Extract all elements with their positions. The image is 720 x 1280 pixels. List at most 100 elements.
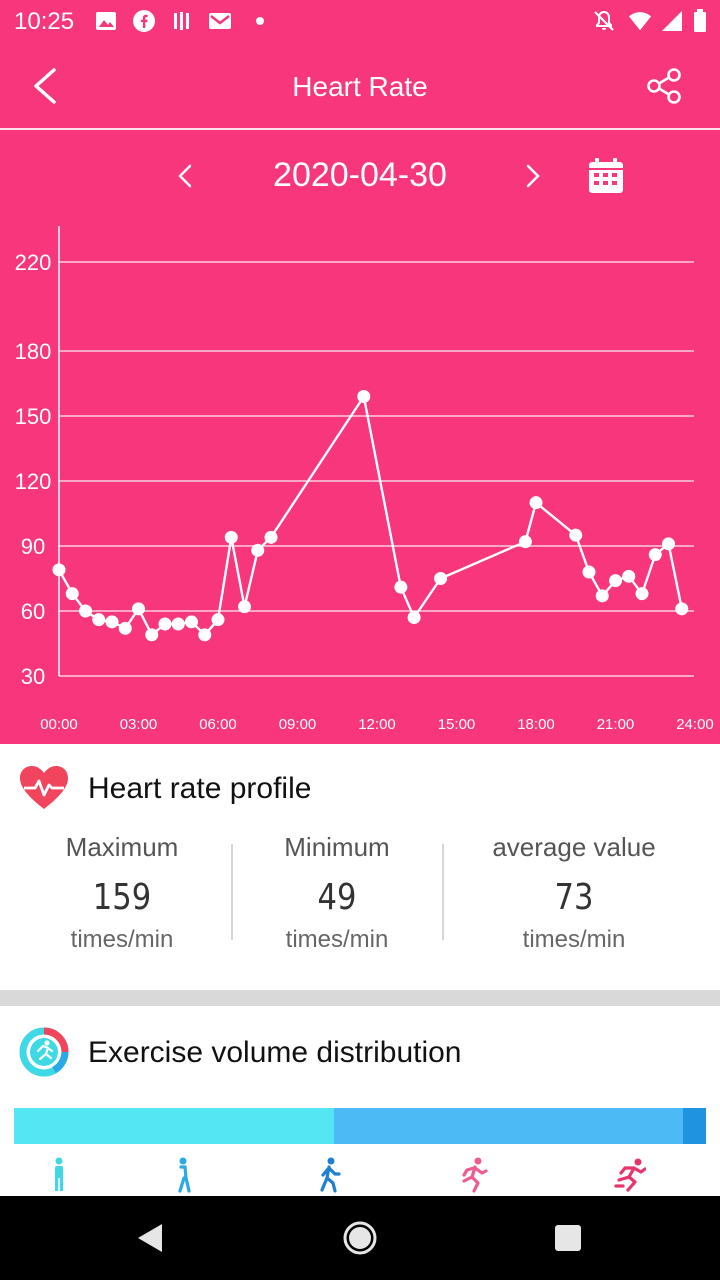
share-icon[interactable] — [642, 66, 686, 110]
profile-header: Heart rate profile — [0, 744, 720, 834]
chevron-right-icon[interactable] — [516, 154, 552, 198]
y-tick-label: 150 — [15, 404, 52, 429]
standing-person-icon — [44, 1156, 74, 1194]
data-point — [662, 537, 675, 551]
distribution-segment-light — [334, 1108, 684, 1144]
data-point — [675, 602, 689, 616]
data-point — [185, 615, 198, 629]
data-point — [251, 543, 265, 557]
stat-unit: times/min — [285, 926, 389, 953]
x-tick-label: 00:00 — [40, 716, 78, 733]
stat-label: Minimum — [284, 832, 390, 862]
x-tick-label: 03:00 — [120, 716, 158, 733]
stat-value: 73 — [554, 877, 594, 918]
system-nav-bar — [0, 1196, 720, 1280]
data-point — [394, 580, 408, 594]
x-tick-label: 06:00 — [199, 716, 237, 733]
data-point — [595, 589, 609, 603]
gmail-icon — [208, 9, 232, 33]
data-point — [407, 611, 421, 624]
header-divider — [0, 128, 720, 130]
nav-back-icon[interactable] — [130, 1216, 174, 1260]
image-icon — [94, 9, 118, 33]
app-icon — [170, 9, 194, 33]
distribution-segment-moderate — [683, 1108, 706, 1144]
data-point — [171, 617, 185, 631]
y-tick-label: 220 — [15, 250, 52, 275]
data-point — [65, 587, 79, 601]
distribution-segment-resting — [14, 1108, 335, 1144]
dot-icon — [248, 9, 272, 33]
profile-title: Heart rate profile — [88, 772, 312, 805]
heart-pulse-icon — [18, 764, 70, 812]
chart-area: 2020-04-30 30 60 90 120 150 180 220 00:00 03:00 0… — [0, 130, 720, 744]
facebook-icon — [132, 9, 156, 33]
back-arrow-icon[interactable] — [24, 64, 68, 108]
data-point — [224, 530, 238, 544]
stat-minimum: Minimum 49 times/min — [247, 832, 427, 954]
section-separator — [0, 990, 720, 1006]
data-point — [211, 613, 225, 627]
x-tick-label: 12:00 — [358, 716, 396, 733]
data-point — [145, 628, 159, 642]
data-point — [569, 528, 583, 542]
brisk-walk-icon — [314, 1156, 344, 1194]
data-point — [92, 613, 106, 627]
data-point — [582, 565, 596, 579]
data-point — [434, 572, 448, 585]
heart-rate-profile: Heart rate profile Maximum 159 times/min… — [0, 744, 720, 990]
distribution-bar — [14, 1108, 706, 1144]
exercise-title: Exercise volume distribution — [88, 1036, 462, 1069]
stat-value: 49 — [317, 877, 357, 918]
stat-label: average value — [492, 832, 656, 862]
data-point — [79, 604, 92, 618]
wifi-icon — [628, 9, 652, 33]
stat-maximum: Maximum 159 times/min — [32, 832, 212, 954]
data-point — [238, 600, 251, 614]
x-tick-label: 24:00 — [676, 716, 714, 733]
stat-unit: times/min — [70, 926, 174, 953]
stat-label: Maximum — [65, 832, 179, 862]
running-person-icon — [458, 1156, 488, 1194]
stat-average: average value 73 times/min — [464, 832, 684, 954]
x-tick-label: 09:00 — [279, 716, 317, 733]
signal-icon — [660, 9, 684, 33]
data-point — [529, 496, 543, 510]
data-point — [264, 530, 278, 544]
nav-recents-icon[interactable] — [546, 1216, 590, 1260]
exercise-ring-icon — [18, 1026, 70, 1078]
exercise-distribution: Exercise volume distribution — [0, 1006, 720, 1196]
y-tick-label: 120 — [15, 469, 52, 494]
heart-rate-line — [57, 395, 683, 636]
data-point — [357, 390, 371, 403]
x-tick-label: 21:00 — [597, 716, 635, 733]
x-tick-label: 18:00 — [517, 716, 555, 733]
walking-person-icon — [168, 1156, 198, 1194]
data-point — [609, 574, 622, 588]
data-point — [118, 621, 132, 635]
y-tick-label: 60 — [21, 599, 45, 624]
y-tick-label: 90 — [21, 534, 45, 559]
page-title: Heart Rate — [292, 71, 428, 102]
y-tick-label: 30 — [21, 664, 45, 689]
data-point — [648, 548, 662, 562]
nav-home-icon[interactable] — [338, 1216, 382, 1260]
data-point — [132, 602, 145, 616]
data-point — [635, 587, 649, 601]
stat-divider — [442, 844, 444, 940]
mute-icon — [592, 9, 616, 33]
stat-unit: times/min — [522, 926, 626, 953]
status-time: 10:25 — [14, 8, 75, 35]
data-point — [518, 535, 532, 549]
heart-rate-chart: 30 60 90 120 150 180 220 00:00 03:00 06:00 09:00 12… — [15, 226, 714, 733]
chevron-left-icon[interactable] — [168, 154, 204, 198]
date-navigator: 2020-04-30 — [0, 130, 720, 220]
y-tick-label: 180 — [15, 339, 52, 364]
calendar-icon[interactable] — [586, 156, 626, 196]
stat-divider — [231, 844, 233, 940]
selected-date[interactable]: 2020-04-30 — [273, 156, 447, 194]
app-bar: Heart Rate — [0, 44, 720, 130]
x-tick-label: 15:00 — [438, 716, 476, 733]
sprinting-person-icon — [614, 1156, 647, 1194]
data-point — [198, 628, 212, 642]
